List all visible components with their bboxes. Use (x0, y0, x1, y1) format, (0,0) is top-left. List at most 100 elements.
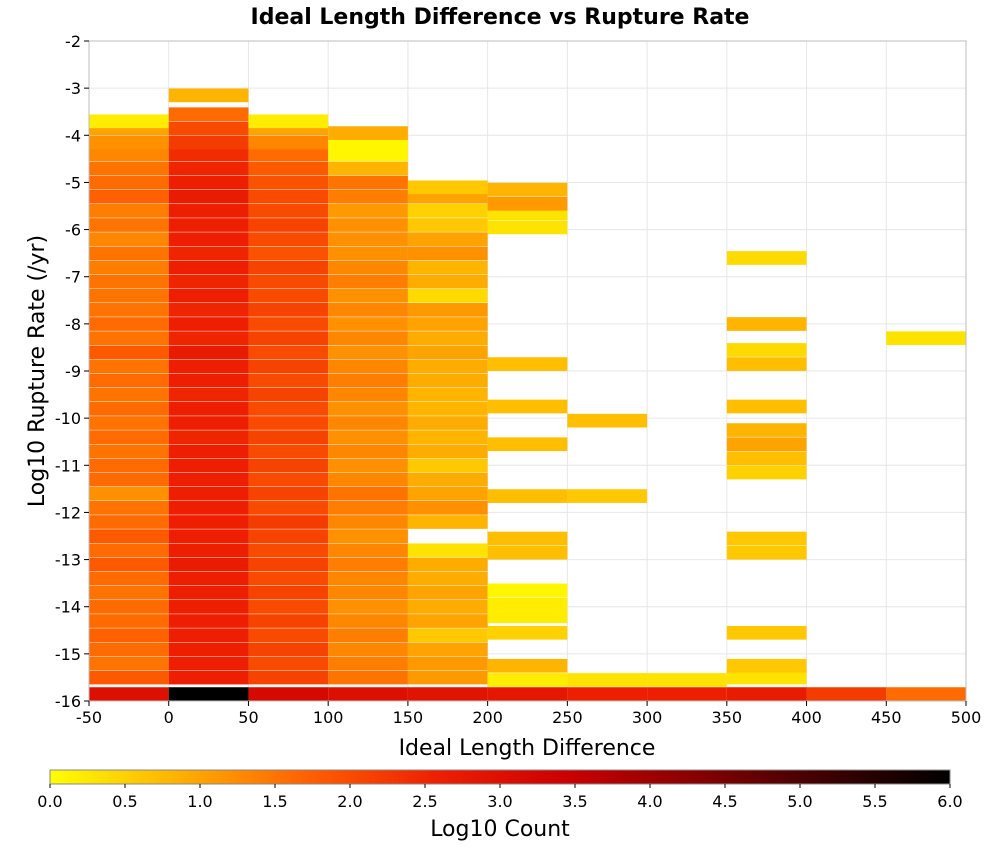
heatmap-cell (487, 597, 568, 612)
heatmap-cell (248, 189, 329, 204)
colorbar-tick-label: 5.5 (862, 792, 887, 811)
heatmap-cell (248, 373, 329, 388)
y-tick-label: -6 (65, 221, 81, 240)
chart-title: Ideal Length Difference vs Rupture Rate (251, 5, 750, 30)
x-tick-label: 150 (393, 708, 424, 727)
colorbar-tick-label: 5.0 (787, 792, 812, 811)
heatmap-cell (89, 317, 169, 331)
heatmap-cell (248, 501, 329, 515)
heatmap-cell (89, 501, 169, 515)
x-tick-label: 250 (552, 708, 583, 727)
x-tick-label: 450 (871, 708, 902, 727)
heatmap-cell (567, 413, 648, 428)
heatmap-cell (168, 486, 249, 501)
heatmap-cell (248, 628, 329, 642)
heatmap-cell (168, 121, 249, 136)
heatmap-cell (328, 670, 408, 685)
heatmap-cell (168, 232, 249, 246)
heatmap-cell (487, 545, 568, 560)
heatmap-cell (407, 501, 488, 515)
heatmap-cell (248, 543, 329, 558)
heatmap-cell (328, 515, 408, 529)
heatmap-cell (407, 373, 488, 388)
heatmap-cell (328, 458, 408, 473)
heatmap-cell (328, 175, 408, 190)
y-tick-label: -11 (55, 456, 81, 475)
colorbar-tick-label: 1.0 (187, 792, 212, 811)
heatmap-cell (487, 673, 568, 687)
heatmap-cell (89, 529, 169, 543)
heatmap-cell (487, 399, 568, 414)
heatmap-cell (89, 600, 169, 614)
heatmap-cell (89, 114, 169, 129)
heatmap-cell (487, 609, 568, 624)
heatmap-cell (168, 585, 249, 600)
heatmap-cell (328, 147, 408, 162)
heatmap-cell (248, 571, 329, 586)
colorbar-tick-label: 3.0 (487, 792, 512, 811)
heatmap-cell (567, 673, 648, 687)
heatmap-cell (328, 628, 408, 642)
heatmap-cell (89, 288, 169, 303)
heatmap-cell (328, 430, 408, 444)
heatmap-cell (328, 557, 408, 572)
heatmap-cell (407, 345, 488, 360)
heatmap-cell (89, 147, 169, 162)
heatmap-cell (248, 161, 329, 176)
heatmap-cell (407, 204, 488, 218)
colorbar-tick-label: 0.5 (112, 792, 137, 811)
heatmap-cell (89, 614, 169, 628)
heatmap-cell (248, 486, 329, 501)
heatmap-cell (726, 531, 807, 546)
heatmap-cell (168, 246, 249, 261)
heatmap-cell (328, 274, 408, 289)
heatmap-cell (726, 343, 807, 357)
heatmap-cell (168, 642, 249, 657)
heatmap-cell (328, 486, 408, 501)
heatmap-cell (407, 515, 488, 529)
heatmap-cell (168, 161, 249, 176)
heatmap-cell (407, 402, 488, 416)
heatmap-cell (328, 642, 408, 657)
heatmap-cell (89, 260, 169, 275)
heatmap-cell (248, 317, 329, 331)
x-tick-label: 300 (632, 708, 663, 727)
heatmap-cell (89, 246, 169, 261)
y-axis-ticks: -2 -3 -4 -5 -6 -7 -8 -9 -10 -11 -12 -13 -14 -15 -16 (55, 32, 89, 711)
heatmap-cell (328, 402, 408, 416)
heatmap-cell (89, 204, 169, 218)
heatmap-cell (89, 373, 169, 388)
heatmap-cell (248, 260, 329, 275)
heatmap-cell (328, 345, 408, 360)
heatmap-cell (886, 331, 966, 345)
heatmap-cell (328, 373, 408, 388)
heatmap-cell (168, 288, 249, 303)
y-tick-label: -7 (65, 268, 81, 287)
heatmap-cell (407, 585, 488, 600)
heatmap-cell (89, 274, 169, 289)
heatmap-cell (89, 331, 169, 345)
heatmap-cell (248, 288, 329, 303)
colorbar-tick-label: 3.5 (562, 792, 587, 811)
heatmap-cell (248, 135, 329, 150)
heatmap-cell (487, 182, 568, 197)
heatmap-cell (89, 642, 169, 657)
heatmap-cell (168, 218, 249, 232)
heatmap-cells (89, 88, 966, 701)
heatmap-cell (407, 359, 488, 374)
x-tick-label: -50 (76, 708, 102, 727)
heatmap-cell (168, 628, 249, 642)
heatmap-cell (248, 274, 329, 289)
heatmap-cell (168, 614, 249, 628)
heatmap-cell (168, 670, 249, 685)
heatmap-cell (328, 161, 408, 176)
heatmap-cell (407, 180, 488, 195)
heatmap-cell (407, 387, 488, 402)
heatmap-cell (328, 387, 408, 402)
y-tick-label: -16 (55, 692, 81, 711)
heatmap-cell (567, 489, 648, 503)
heatmap-cell (328, 543, 408, 558)
heatmap-cell (89, 628, 169, 642)
heatmap-cell (328, 218, 408, 232)
heatmap-cell (89, 486, 169, 501)
